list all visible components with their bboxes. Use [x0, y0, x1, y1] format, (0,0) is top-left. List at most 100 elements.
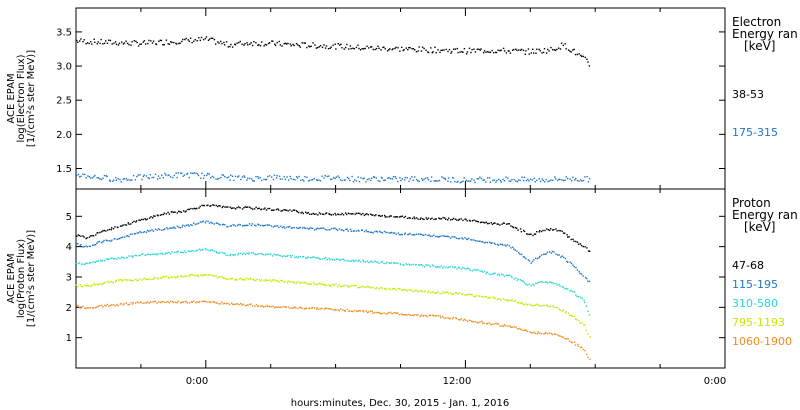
proton-data-point	[210, 249, 212, 251]
proton-data-point	[173, 276, 176, 278]
proton-data-point	[505, 245, 507, 247]
proton-data-point	[128, 235, 130, 238]
proton-data-point	[398, 313, 400, 316]
proton-data-point	[159, 277, 162, 279]
proton-data-point	[488, 322, 491, 324]
electron-data-point	[569, 50, 571, 52]
proton-data-point	[150, 216, 152, 218]
electron-data-point	[536, 179, 538, 182]
proton-data-point	[386, 216, 388, 218]
proton-data-point	[380, 215, 382, 217]
proton-data-point	[278, 306, 280, 308]
proton-data-point	[323, 257, 325, 260]
proton-data-point	[110, 280, 112, 283]
proton-y-tick-label: 3	[66, 272, 72, 283]
proton-data-point	[330, 308, 332, 310]
proton-data-point	[257, 305, 259, 308]
proton-data-point	[501, 325, 503, 327]
proton-data-point	[408, 263, 410, 265]
electron-data-point	[462, 51, 464, 53]
proton-data-point	[530, 262, 532, 264]
proton-data-point	[549, 281, 551, 283]
electron-data-point	[139, 174, 141, 176]
electron-data-point	[453, 48, 455, 50]
proton-data-point	[268, 305, 271, 308]
proton-data-point	[453, 236, 455, 238]
electron-data-point	[183, 174, 186, 176]
electron-data-point	[304, 176, 306, 178]
electron-data-point	[173, 41, 175, 44]
proton-data-point	[438, 217, 440, 219]
electron-data-point	[452, 177, 454, 179]
electron-data-point	[206, 174, 208, 176]
electron-data-point	[80, 175, 82, 178]
proton-data-point	[440, 218, 443, 220]
proton-data-point	[153, 300, 155, 303]
proton-data-point	[94, 244, 97, 246]
proton-data-point	[102, 306, 104, 308]
proton-data-point	[519, 302, 522, 304]
proton-data-point	[145, 231, 148, 233]
proton-data-point	[295, 256, 298, 258]
proton-data-point	[185, 210, 187, 212]
electron-data-point	[473, 179, 475, 181]
electron-data-point	[373, 176, 376, 178]
electron-data-point	[272, 40, 274, 42]
proton-data-point	[270, 225, 272, 227]
proton-data-point	[409, 314, 412, 316]
proton-data-point	[536, 231, 538, 233]
electron-data-point	[417, 50, 419, 52]
proton-data-point	[554, 333, 557, 335]
proton-data-point	[498, 273, 500, 275]
electron-data-point	[326, 175, 328, 178]
electron-data-point	[148, 39, 150, 42]
proton-data-point	[107, 229, 109, 231]
proton-data-point	[465, 293, 468, 296]
electron-data-point	[508, 180, 510, 182]
proton-data-point	[101, 260, 103, 262]
proton-data-point	[341, 285, 343, 288]
proton-data-point	[498, 274, 501, 277]
proton-data-point	[410, 264, 413, 266]
electron-data-point	[343, 48, 345, 50]
electron-data-point	[244, 43, 246, 45]
proton-y-axis-title-line: log(Proton Flux)	[16, 239, 27, 318]
electron-data-point	[239, 40, 241, 43]
proton-data-point	[260, 208, 263, 210]
proton-data-point	[440, 317, 442, 319]
electron-data-point	[521, 176, 523, 178]
electron-data-point	[503, 180, 506, 182]
proton-data-point	[584, 349, 586, 352]
electron-data-point	[422, 179, 424, 182]
proton-data-point	[253, 279, 255, 281]
proton-data-point	[405, 314, 407, 316]
proton-data-point	[156, 302, 158, 304]
electron-plot-frame	[75, 7, 726, 190]
proton-data-point	[483, 242, 485, 244]
proton-data-point	[119, 257, 121, 260]
proton-data-point	[210, 301, 212, 303]
proton-data-point	[281, 306, 283, 308]
proton-data-point	[582, 245, 584, 248]
electron-data-point	[234, 44, 237, 46]
electron-data-point	[527, 178, 529, 181]
proton-data-point	[581, 297, 584, 300]
proton-data-point	[534, 233, 537, 235]
proton-data-point	[298, 255, 300, 258]
proton-data-point	[425, 264, 427, 266]
proton-data-point	[123, 303, 125, 305]
proton-data-point	[101, 241, 103, 244]
proton-data-point	[325, 212, 328, 214]
electron-data-point	[154, 173, 157, 175]
proton-data-point	[291, 254, 294, 257]
electron-data-point	[381, 177, 383, 179]
proton-data-point	[412, 314, 414, 317]
proton-data-point	[439, 315, 441, 317]
proton-data-point	[417, 314, 419, 316]
electron-data-point	[492, 179, 494, 182]
proton-data-point	[374, 312, 376, 314]
proton-data-point	[108, 305, 110, 307]
proton-data-point	[377, 214, 380, 217]
proton-data-point	[468, 219, 471, 222]
proton-data-point	[467, 294, 469, 296]
